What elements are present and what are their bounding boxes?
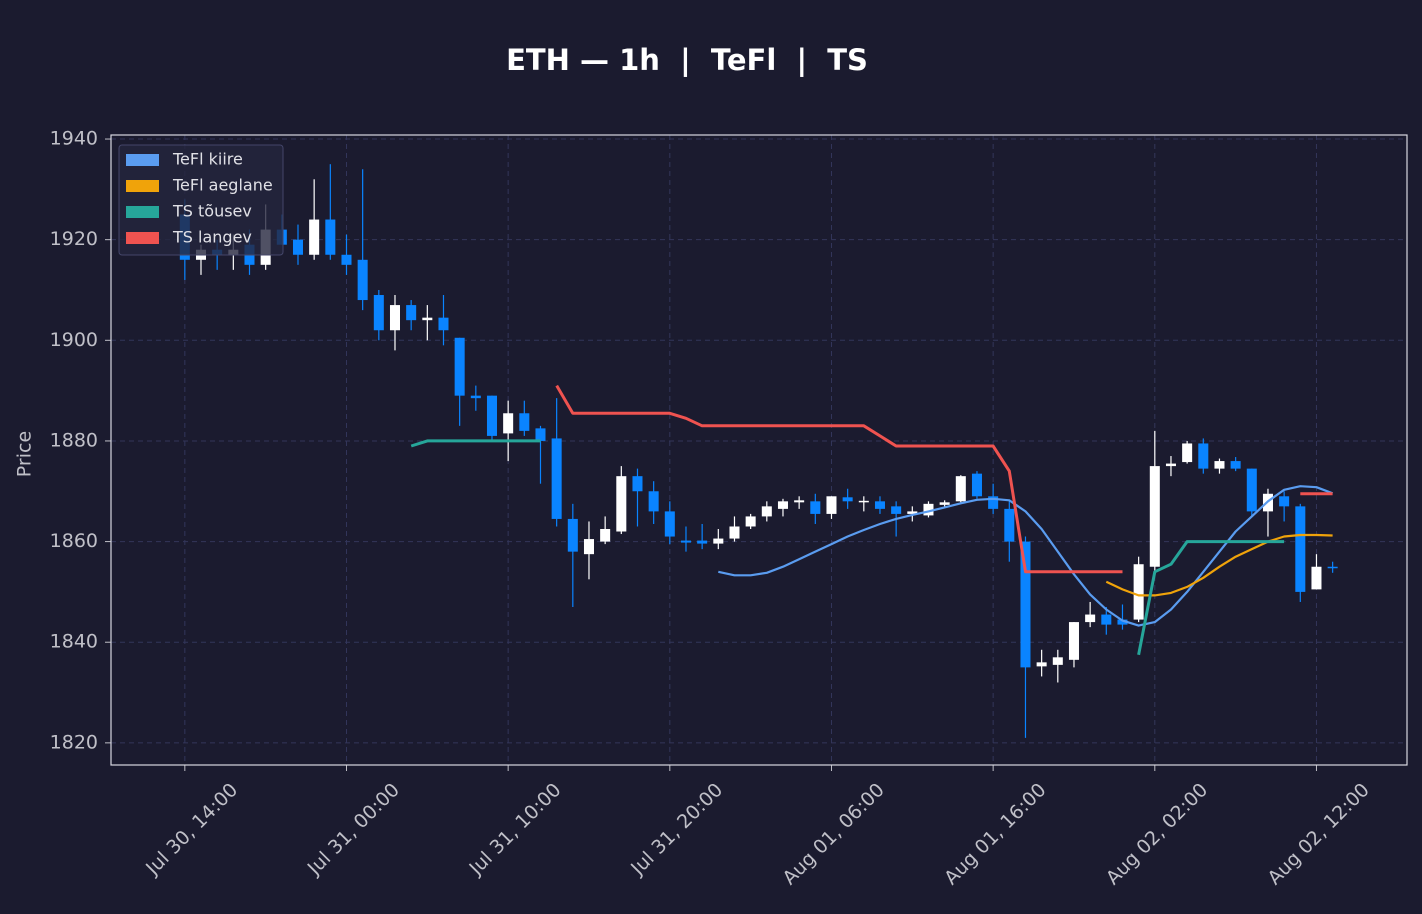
candle-body — [745, 516, 756, 527]
candle-body — [988, 496, 999, 509]
y-tick-label: 1860 — [50, 530, 98, 552]
candle-body — [1214, 461, 1225, 469]
candle-body — [1052, 657, 1063, 665]
candle-body — [1036, 662, 1047, 667]
candle-body — [971, 473, 982, 497]
candle-body — [1327, 566, 1338, 569]
candle-body — [842, 497, 853, 502]
candle-body — [907, 511, 918, 514]
candle-body — [309, 219, 320, 255]
legend-label: TeFl aeglane — [172, 176, 273, 195]
y-tick-label: 1920 — [50, 228, 98, 250]
candle-body — [535, 428, 546, 441]
candle-body — [325, 219, 336, 255]
candle-body — [438, 317, 449, 331]
legend-label: TS langev — [172, 228, 252, 247]
candle-body — [583, 539, 594, 555]
candle-body — [1311, 566, 1322, 590]
candle-body — [794, 500, 805, 503]
candle-body — [1230, 461, 1241, 469]
candle-body — [810, 501, 821, 514]
candle-body — [761, 506, 772, 517]
candle-body — [1165, 463, 1176, 467]
legend-swatch — [126, 180, 159, 192]
y-tick-label: 1940 — [50, 128, 98, 150]
chart-title: ETH — 1h | TeFl | TS — [506, 43, 868, 77]
candle-body — [1246, 468, 1257, 512]
indicator-line — [1105, 533, 1333, 597]
candle-body — [891, 506, 902, 514]
candle-body — [1101, 614, 1112, 625]
candle-body — [454, 337, 465, 396]
legend-label: TeFl kiire — [172, 150, 243, 169]
legend-swatch — [126, 154, 159, 166]
indicator-line — [410, 439, 1285, 656]
candle-body — [600, 529, 611, 542]
candle-body — [680, 540, 691, 543]
candle-body — [503, 413, 514, 434]
candle-body — [519, 413, 530, 431]
candle-body — [858, 500, 869, 503]
y-tick-label: 1880 — [50, 429, 98, 451]
candle-body — [664, 511, 675, 537]
candle-body — [1295, 506, 1306, 592]
candle-body — [1279, 496, 1290, 507]
candle-body — [923, 503, 934, 516]
candle-body — [648, 491, 659, 512]
candle-body — [697, 540, 708, 544]
candle-body — [1198, 443, 1209, 469]
candle-body — [632, 476, 643, 492]
candle-body — [616, 476, 627, 532]
y-tick-label: 1840 — [50, 631, 98, 653]
candle-body — [1020, 541, 1031, 668]
axes-frame — [110, 134, 1408, 766]
candle-body — [729, 526, 740, 539]
legend-swatch — [126, 206, 159, 218]
candle-body — [373, 295, 384, 331]
candle-body — [1149, 466, 1160, 567]
candle-body — [826, 496, 837, 514]
y-axis-label: Price — [14, 431, 36, 477]
candle-body — [292, 239, 304, 255]
candle-body — [939, 502, 950, 505]
candle-body — [406, 305, 417, 321]
y-tick-label: 1820 — [50, 731, 98, 753]
candle-body — [1004, 508, 1015, 542]
legend-label: TS tõusev — [172, 202, 252, 221]
candle-body — [567, 518, 578, 552]
candle-body — [389, 305, 400, 331]
candle-body — [874, 501, 885, 509]
y-tick-label: 1900 — [50, 329, 98, 351]
candle-body — [341, 254, 352, 265]
candle-body — [551, 438, 562, 519]
candle-body — [422, 317, 433, 321]
candle-body — [777, 501, 788, 509]
candle-body — [357, 259, 368, 301]
legend-box — [118, 144, 284, 256]
candle-body — [1068, 622, 1079, 660]
candle-body — [1117, 619, 1128, 625]
candle-body — [1182, 443, 1193, 463]
candle-body — [713, 538, 724, 544]
candle-body — [486, 395, 497, 436]
candle-body — [1085, 614, 1096, 623]
candle-body — [955, 476, 966, 502]
candle-body — [1133, 564, 1144, 620]
candle-body — [470, 395, 481, 399]
indicator-line — [555, 384, 1333, 574]
indicator-line — [718, 485, 1333, 627]
legend-swatch — [126, 232, 159, 244]
